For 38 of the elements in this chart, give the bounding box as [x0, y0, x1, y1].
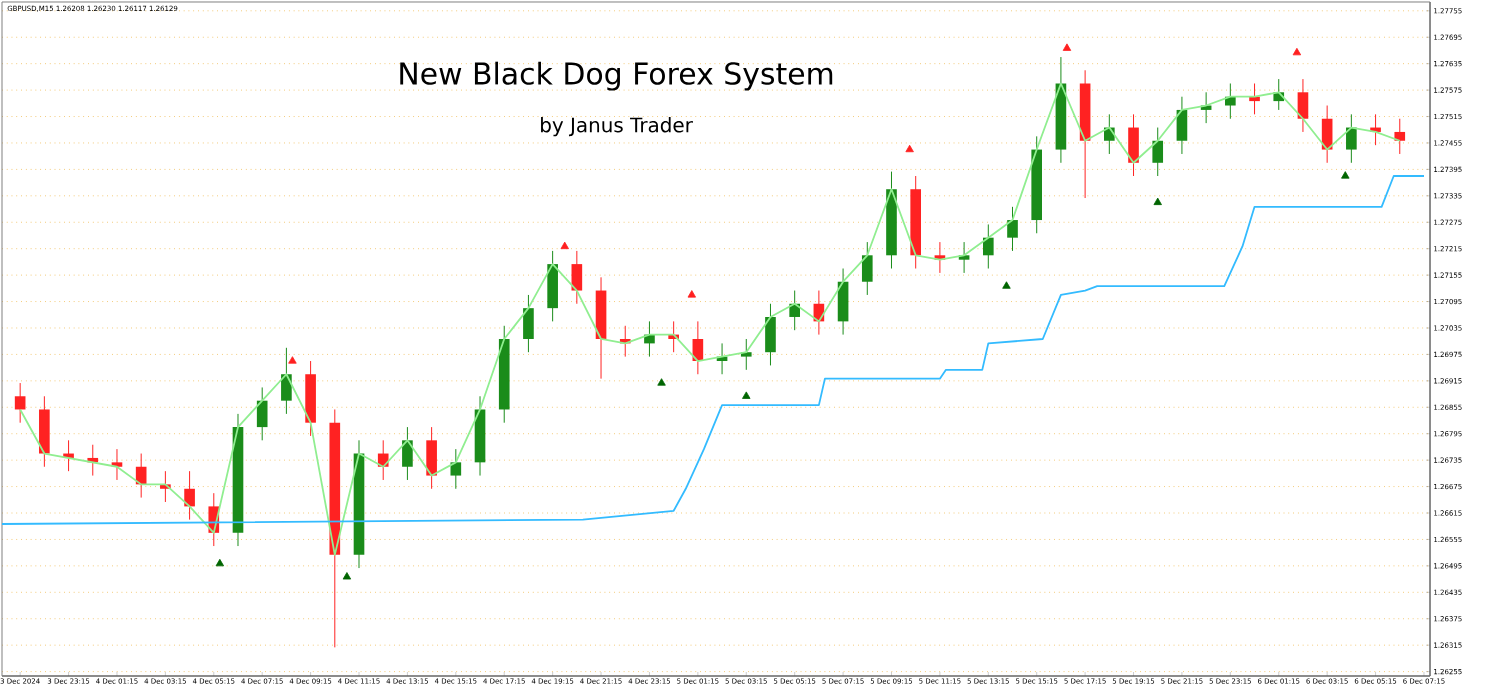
text: by Janus Trader	[541, 117, 693, 137]
point	[905, 144, 914, 153]
candlestick	[1225, 82, 1236, 120]
candlestick	[547, 250, 558, 322]
point	[560, 241, 569, 250]
point	[1002, 281, 1011, 289]
candlestick	[1007, 206, 1018, 252]
candlestick	[1394, 118, 1406, 155]
candlestick	[450, 448, 462, 490]
candlestick	[184, 470, 195, 521]
candlestick	[1176, 96, 1188, 155]
candlestick	[1346, 113, 1357, 164]
candlestick	[39, 395, 50, 468]
point	[215, 558, 225, 567]
point	[657, 378, 666, 386]
candlestick	[256, 386, 268, 441]
point	[1153, 197, 1162, 206]
candlestick	[765, 303, 776, 366]
text: New Black Dog Forex System	[400, 61, 833, 91]
candlestick	[740, 338, 752, 371]
candlestick	[14, 382, 26, 424]
candlestick	[982, 223, 994, 270]
candlestick	[402, 426, 413, 481]
candlestick	[1128, 113, 1139, 177]
candlestick	[523, 294, 534, 353]
point	[1341, 171, 1350, 179]
point	[1062, 43, 1072, 51]
point	[687, 290, 696, 298]
point	[288, 356, 297, 364]
point	[1292, 47, 1302, 56]
line-series	[1, 175, 1425, 525]
candlestick	[571, 250, 583, 305]
point	[342, 572, 352, 580]
candlestick	[1152, 127, 1164, 177]
candlestick	[861, 241, 873, 296]
candlestick	[1297, 78, 1309, 133]
point	[742, 391, 751, 399]
candlestick	[426, 426, 437, 490]
